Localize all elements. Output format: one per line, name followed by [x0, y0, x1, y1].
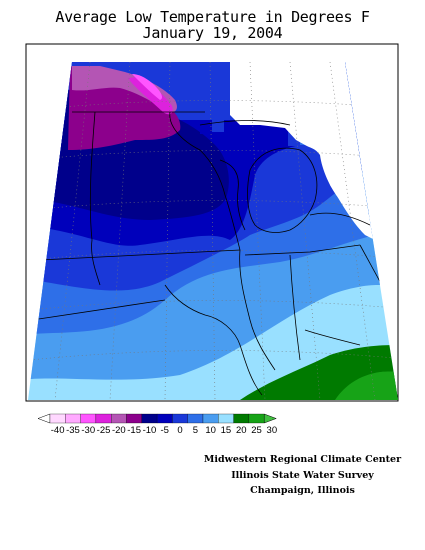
legend-swatch	[202, 413, 219, 424]
map-subtitle-date: January 19, 2004	[142, 24, 283, 42]
legend-tick-label: -20	[111, 425, 126, 436]
legend-tick-label: 0	[177, 425, 183, 436]
legend-swatch	[65, 413, 81, 424]
legend-tick-label: 30	[266, 425, 278, 436]
legend-swatch	[141, 413, 158, 424]
legend-tick-label: 5	[192, 425, 198, 436]
legend-swatch	[95, 413, 112, 424]
legend-tick-label: -10	[142, 425, 157, 436]
legend-swatch	[187, 413, 204, 424]
legend-swatch	[218, 413, 234, 424]
credit-organization: Midwestern Regional Climate Center	[203, 454, 402, 465]
legend-swatch	[233, 413, 250, 424]
legend-swatch	[156, 413, 173, 424]
legend-tick-label: 10	[205, 425, 216, 436]
legend-arrow-low	[37, 413, 51, 424]
legend-tick-label: -40	[50, 425, 65, 436]
legend-tick-label: -30	[81, 425, 96, 436]
state-boundaries	[31, 111, 391, 396]
map-title: Average Low Temperature in Degrees F	[55, 8, 370, 26]
legend-tick-label: 25	[251, 425, 262, 436]
graticule	[29, 62, 396, 400]
legend-swatch	[126, 413, 142, 424]
map-frame	[25, 43, 399, 402]
legend-swatch	[49, 413, 66, 424]
legend-tick-label: -5	[160, 425, 169, 436]
credit-location: Champaign, Illinois	[250, 485, 355, 496]
legend-tick-label: 15	[220, 425, 232, 436]
legend-tick-label: -25	[96, 425, 111, 436]
legend-swatch	[248, 413, 265, 424]
legend-tick-label: -15	[127, 425, 142, 436]
legend-swatch	[80, 413, 97, 424]
credit-survey: Illinois State Water Survey	[231, 470, 374, 481]
legend-swatch	[172, 413, 188, 424]
legend-swatch	[111, 413, 127, 424]
legend-tick-label: -35	[66, 425, 80, 436]
legend-colorbar	[37, 413, 277, 424]
legend-arrow-high	[263, 413, 277, 424]
legend-tick-label: 20	[235, 425, 247, 436]
temperature-contours	[28, 62, 398, 400]
